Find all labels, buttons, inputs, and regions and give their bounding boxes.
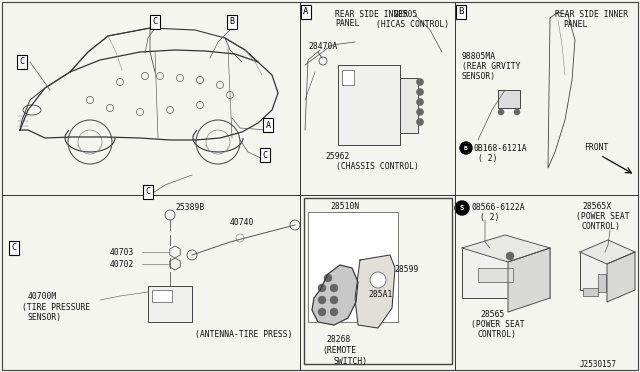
Text: S: S <box>460 205 464 211</box>
Text: B: B <box>230 17 234 26</box>
Text: 0B168-6121A: 0B168-6121A <box>474 144 527 153</box>
Circle shape <box>330 284 338 292</box>
Text: 40700M: 40700M <box>28 292 57 301</box>
Text: (HICAS CONTROL): (HICAS CONTROL) <box>376 20 449 29</box>
Circle shape <box>324 274 332 282</box>
Text: C: C <box>19 58 24 67</box>
Circle shape <box>330 308 338 316</box>
Text: (ANTENNA-TIRE PRESS): (ANTENNA-TIRE PRESS) <box>195 330 292 339</box>
Polygon shape <box>312 265 358 325</box>
Text: 28565: 28565 <box>480 310 504 319</box>
Text: 25389B: 25389B <box>175 203 204 212</box>
Circle shape <box>455 201 469 215</box>
Bar <box>342 70 354 85</box>
Text: REAR SIDE INNER: REAR SIDE INNER <box>335 10 408 19</box>
Text: 25962: 25962 <box>326 152 350 161</box>
Bar <box>148 286 192 322</box>
Text: 285A1: 285A1 <box>368 290 392 299</box>
Text: (CHASSIS CONTROL): (CHASSIS CONTROL) <box>336 162 419 171</box>
Text: 98805MA: 98805MA <box>462 52 496 61</box>
Polygon shape <box>580 240 635 264</box>
Circle shape <box>417 78 424 86</box>
Text: ( 2): ( 2) <box>480 213 499 222</box>
Text: 28599: 28599 <box>394 265 419 274</box>
Bar <box>308 212 398 322</box>
Text: 40702: 40702 <box>110 260 134 269</box>
Circle shape <box>417 89 424 96</box>
Text: SWITCH): SWITCH) <box>334 357 368 366</box>
Text: 28565X: 28565X <box>582 202 611 211</box>
Text: 28510N: 28510N <box>330 202 359 211</box>
Text: A: A <box>303 7 308 16</box>
Text: 40703: 40703 <box>110 248 134 257</box>
Text: A: A <box>266 121 271 129</box>
Polygon shape <box>508 248 550 312</box>
Bar <box>338 65 400 145</box>
Text: ( 2): ( 2) <box>478 154 497 163</box>
Text: 40740: 40740 <box>230 218 254 227</box>
Text: PANEL: PANEL <box>563 20 588 29</box>
Bar <box>498 90 520 108</box>
Polygon shape <box>607 252 635 302</box>
Text: C: C <box>145 187 150 196</box>
Text: B: B <box>464 145 468 151</box>
Text: CONTROL): CONTROL) <box>582 222 621 231</box>
Text: C: C <box>152 17 157 26</box>
Circle shape <box>318 296 326 304</box>
Text: 28505: 28505 <box>393 10 417 19</box>
Polygon shape <box>462 235 550 262</box>
Circle shape <box>417 109 424 115</box>
Circle shape <box>506 252 514 260</box>
Text: (TIRE PRESSURE: (TIRE PRESSURE <box>22 303 90 312</box>
Text: (POWER SEAT: (POWER SEAT <box>471 320 525 329</box>
Text: SENSOR): SENSOR) <box>28 313 62 322</box>
Circle shape <box>417 99 424 106</box>
Text: 28268: 28268 <box>326 335 350 344</box>
FancyBboxPatch shape <box>580 252 632 290</box>
Circle shape <box>318 284 326 292</box>
Text: J2530157: J2530157 <box>580 360 617 369</box>
Bar <box>583 288 598 296</box>
Text: 28470A: 28470A <box>308 42 337 51</box>
Text: (REAR GRVITY: (REAR GRVITY <box>462 62 520 71</box>
Text: CONTROL): CONTROL) <box>478 330 517 339</box>
Text: PANEL: PANEL <box>335 19 360 28</box>
Text: REAR SIDE INNER: REAR SIDE INNER <box>555 10 628 19</box>
FancyBboxPatch shape <box>462 248 550 298</box>
Text: SENSOR): SENSOR) <box>462 72 496 81</box>
Bar <box>152 290 172 302</box>
Text: C: C <box>262 151 268 160</box>
Circle shape <box>318 308 326 316</box>
Circle shape <box>330 296 338 304</box>
Bar <box>478 268 513 282</box>
Text: FRONT: FRONT <box>584 143 609 152</box>
Bar <box>304 198 452 364</box>
Circle shape <box>370 272 386 288</box>
Circle shape <box>514 109 520 115</box>
Circle shape <box>498 109 504 115</box>
Text: C: C <box>12 244 17 253</box>
Circle shape <box>417 119 424 125</box>
Text: 08566-6122A: 08566-6122A <box>472 203 525 212</box>
Bar <box>598 274 606 292</box>
Circle shape <box>460 142 472 154</box>
Text: B: B <box>458 7 464 16</box>
Polygon shape <box>355 255 395 328</box>
Bar <box>400 78 418 133</box>
Text: (POWER SEAT: (POWER SEAT <box>576 212 630 221</box>
Text: (REMOTE: (REMOTE <box>322 346 356 355</box>
